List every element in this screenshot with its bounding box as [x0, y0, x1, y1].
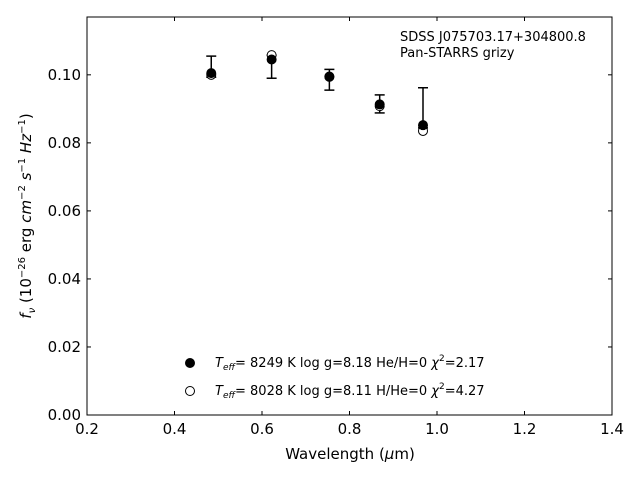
y-tick-label: 0.10 [48, 66, 81, 84]
axis-ticks [86, 17, 613, 416]
data-markers [206, 50, 428, 136]
model-point-he-h [206, 68, 217, 79]
annotation-survey: Pan-STARRS grizy [400, 46, 515, 61]
y-tick-label: 0.08 [48, 134, 81, 152]
model-point-he-h [418, 120, 428, 131]
annotation-object-name: SDSS J075703.17+304800.8 [400, 30, 586, 45]
legend-marker-open [185, 386, 195, 396]
x-tick-label: 0.6 [250, 420, 274, 438]
y-tick-label: 0.06 [48, 202, 81, 220]
legend-marker-filled [185, 358, 195, 368]
model-point-he-h [324, 71, 335, 82]
x-tick-label: 1.2 [513, 420, 537, 438]
legend: Teff= 8249 K log g=8.18 He/H=0 χ2=2.17 T… [185, 354, 485, 401]
x-tick-label: 1.4 [600, 420, 624, 438]
y-tick-label: 0.00 [48, 406, 81, 424]
x-tick-label: 1.0 [425, 420, 449, 438]
legend-entry-1: Teff= 8249 K log g=8.18 He/H=0 χ2=2.17 [215, 354, 485, 373]
y-tick-label: 0.02 [48, 338, 81, 356]
x-tick-label: 0.8 [338, 420, 362, 438]
x-tick-label: 0.2 [75, 420, 99, 438]
axis-tick-labels: 0.2 0.4 0.6 0.8 1.0 1.2 1.4 0.00 0.02 0.04 0.06 0.0… [48, 66, 624, 438]
error-bars [206, 54, 428, 129]
legend-entry-2: Teff= 8028 K log g=8.11 H/He=0 χ2=4.27 [215, 382, 485, 401]
y-axis-label: fν (10−26 erg cm−2 s−1 Hz−1) [17, 113, 38, 318]
y-tick-label: 0.04 [48, 270, 81, 288]
model-point-he-h [374, 99, 385, 110]
x-tick-label: 0.4 [163, 420, 187, 438]
x-axis-label: Wavelength (μm) [285, 445, 415, 463]
model-point-he-h [266, 54, 277, 65]
